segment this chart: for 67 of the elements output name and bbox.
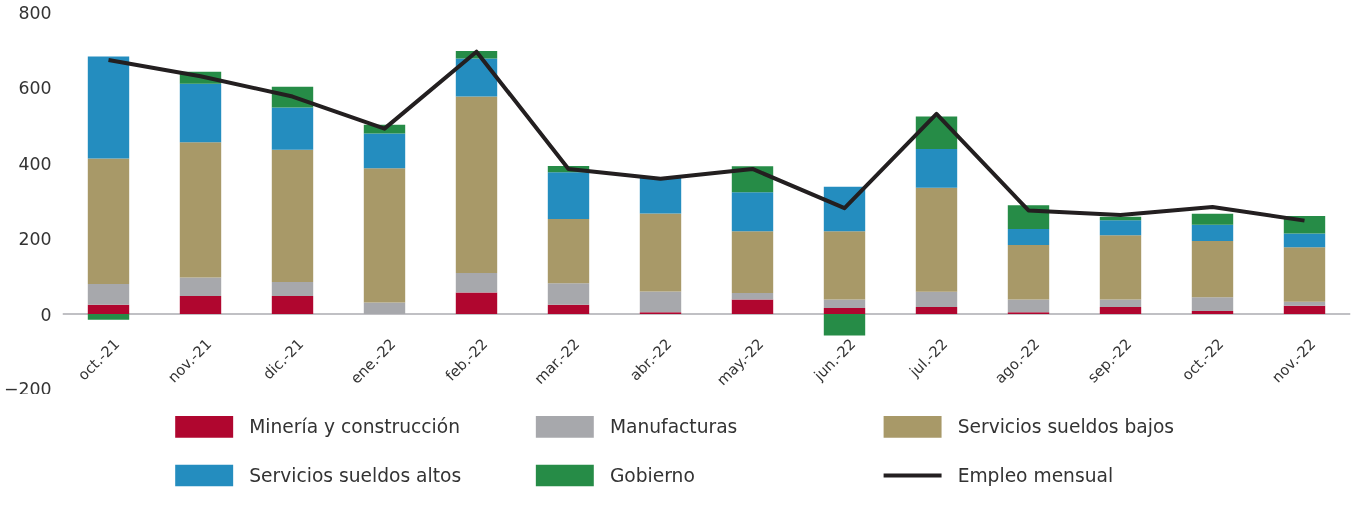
bar [731,231,774,293]
bar [87,304,130,315]
bar [455,292,498,315]
bar [179,142,222,278]
y-tick-label: 600 [18,78,52,99]
legend-label: Empleo mensual [957,465,1114,486]
bar [915,306,958,315]
legend-label: Minería y construcción [249,416,460,438]
bar [1007,299,1050,313]
bar [547,283,590,305]
bar [271,296,314,315]
bar [547,219,590,284]
bar [87,56,130,159]
bar [823,299,866,309]
legend-label: Servicios sueldos altos [249,465,462,486]
bar [1191,224,1234,241]
bar [915,291,958,307]
bar [731,192,774,232]
bar [271,107,314,150]
bar [1191,297,1234,312]
bar [731,299,774,315]
bar [1099,299,1142,307]
bar [547,304,590,315]
bar [1283,301,1326,306]
bar [363,133,406,169]
bar [363,302,406,315]
y-tick-label: 200 [18,229,52,250]
bar [1007,245,1050,300]
bar [915,148,958,188]
bar [1283,247,1326,302]
bar [363,168,406,303]
bar [915,187,958,292]
bar [639,213,682,292]
bar [1099,235,1142,300]
bar [823,314,866,336]
bar [1191,240,1234,298]
bar [823,308,866,315]
bar [1099,306,1142,315]
bar [87,314,130,320]
bar [1283,233,1326,248]
bar [639,177,682,214]
bar [547,172,590,220]
bar [87,283,130,305]
bar [455,96,498,274]
bar [271,282,314,296]
line-series [106,49,1307,223]
bar [731,292,774,300]
y-tick-label: 800 [18,3,52,23]
bar [455,273,498,293]
y-tick-label: −200 [3,378,52,399]
bar [271,149,314,283]
legend-label: Manufacturas [609,416,738,438]
bar [823,231,866,300]
legend-label: Servicios sueldos bajos [957,416,1175,438]
bar [639,291,682,313]
legend-label: Gobierno [609,465,695,486]
bar [179,296,222,315]
bar [179,83,222,143]
bar [179,277,222,296]
bar [1191,311,1234,315]
bar [1283,305,1326,315]
bar [1099,220,1142,236]
bar [87,158,130,284]
bar [1007,228,1050,246]
y-tick-label: 0 [40,304,52,325]
y-tick-label: 400 [18,153,52,174]
bar [1191,213,1234,225]
